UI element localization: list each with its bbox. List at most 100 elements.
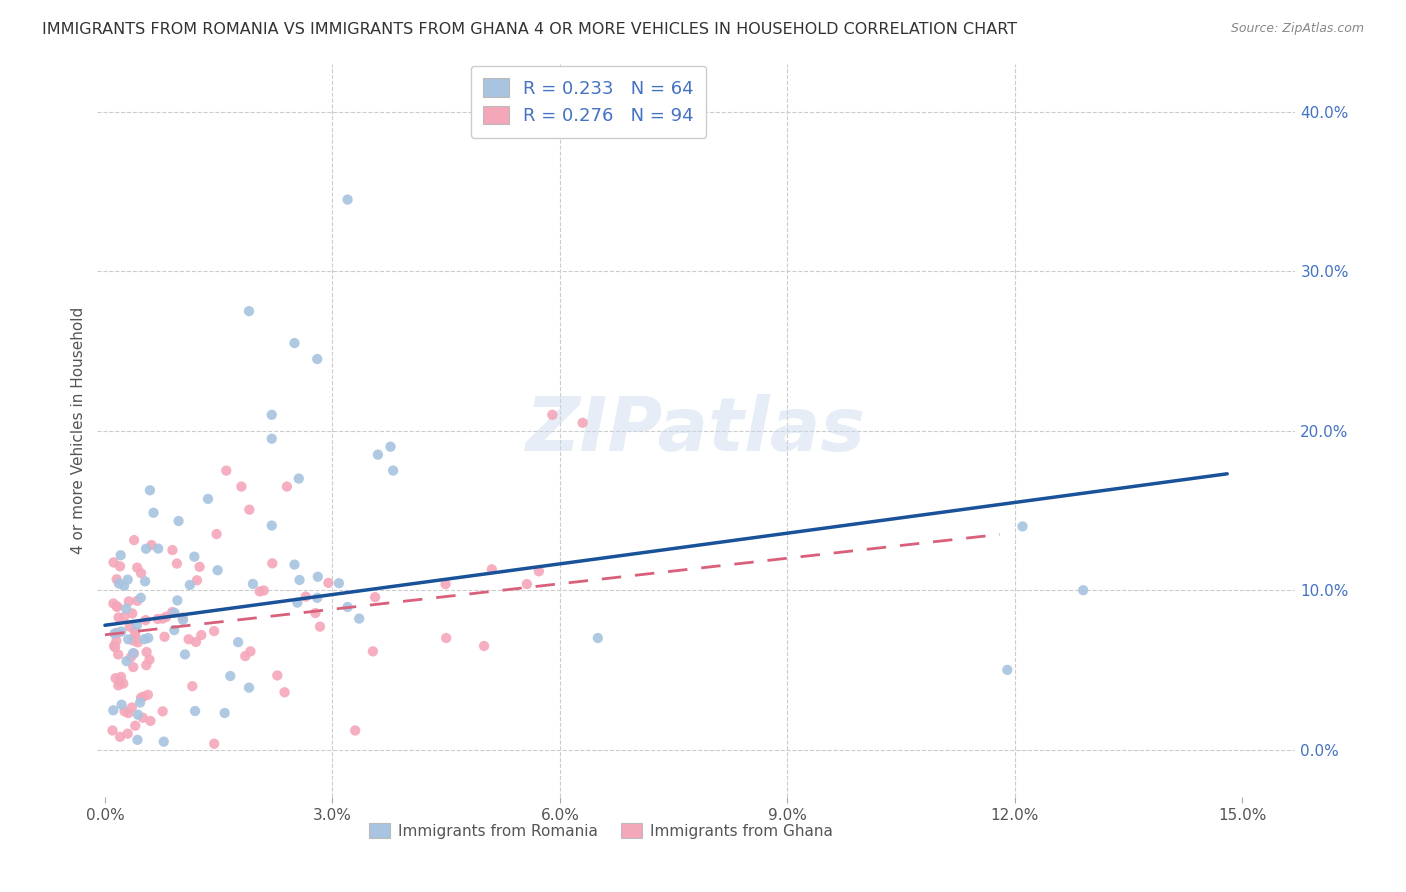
Point <box>105 599 128 614</box>
Point <box>336 600 359 615</box>
Point <box>105 599 128 614</box>
Point <box>380 440 402 454</box>
Point <box>127 707 149 722</box>
Point <box>347 611 370 625</box>
Point <box>166 557 188 571</box>
Point <box>472 639 495 653</box>
Point <box>103 639 125 653</box>
Point <box>132 690 155 704</box>
Point <box>186 574 208 588</box>
Point <box>307 351 329 366</box>
Point <box>139 483 162 498</box>
Legend: Immigrants from Romania, Immigrants from Ghana: Immigrants from Romania, Immigrants from… <box>363 816 838 845</box>
Point <box>115 654 138 668</box>
Point <box>238 304 260 318</box>
Point <box>108 730 131 744</box>
Point <box>118 594 141 608</box>
Point <box>174 648 197 662</box>
Point <box>134 632 156 647</box>
Point <box>481 562 503 576</box>
Point <box>273 685 295 699</box>
Point <box>215 464 238 478</box>
Point <box>135 613 157 627</box>
Point <box>995 663 1018 677</box>
Point <box>115 601 138 615</box>
Point <box>571 416 593 430</box>
Point <box>104 640 127 655</box>
Point <box>129 566 152 581</box>
Point <box>190 628 212 642</box>
Point <box>129 696 152 710</box>
Point <box>163 606 186 620</box>
Point <box>202 737 225 751</box>
Point <box>434 577 457 591</box>
Point <box>155 609 177 624</box>
Point <box>434 631 457 645</box>
Point <box>146 612 169 626</box>
Point <box>105 633 128 648</box>
Point <box>122 646 145 660</box>
Point <box>283 558 305 572</box>
Point <box>162 543 184 558</box>
Point <box>105 625 128 640</box>
Point <box>260 408 283 422</box>
Point <box>122 660 145 674</box>
Point <box>141 538 163 552</box>
Point <box>139 714 162 728</box>
Point <box>121 700 143 714</box>
Point <box>129 591 152 605</box>
Point <box>184 704 207 718</box>
Point <box>283 336 305 351</box>
Point <box>117 727 139 741</box>
Y-axis label: 4 or more Vehicles in Household: 4 or more Vehicles in Household <box>72 307 86 554</box>
Point <box>122 633 145 648</box>
Point <box>107 678 129 692</box>
Point <box>124 719 146 733</box>
Point <box>207 563 229 577</box>
Point <box>124 628 146 642</box>
Point <box>214 706 236 720</box>
Point <box>103 597 125 611</box>
Point <box>138 653 160 667</box>
Point <box>367 448 389 462</box>
Point <box>108 675 131 690</box>
Point <box>188 559 211 574</box>
Point <box>307 591 329 605</box>
Point <box>167 514 190 528</box>
Point <box>262 557 284 571</box>
Point <box>253 583 276 598</box>
Text: Source: ZipAtlas.com: Source: ZipAtlas.com <box>1230 22 1364 36</box>
Point <box>260 432 283 446</box>
Point <box>117 632 139 647</box>
Point <box>304 606 326 620</box>
Point <box>124 624 146 639</box>
Point <box>276 479 298 493</box>
Point <box>152 734 174 748</box>
Point <box>266 668 288 682</box>
Point <box>136 631 159 645</box>
Point <box>112 579 135 593</box>
Point <box>328 576 350 591</box>
Point <box>103 556 125 570</box>
Point <box>166 593 188 607</box>
Point <box>179 578 201 592</box>
Point <box>120 650 142 665</box>
Point <box>135 645 157 659</box>
Point <box>181 679 204 693</box>
Point <box>238 502 260 516</box>
Point <box>344 723 367 738</box>
Point <box>103 626 125 640</box>
Point <box>260 518 283 533</box>
Point <box>242 577 264 591</box>
Point <box>110 670 132 684</box>
Point <box>121 607 143 621</box>
Point <box>152 611 174 625</box>
Point <box>172 610 194 624</box>
Point <box>122 533 145 548</box>
Point <box>231 479 253 493</box>
Point <box>117 573 139 587</box>
Point <box>122 647 145 661</box>
Point <box>107 610 129 624</box>
Point <box>1011 519 1033 533</box>
Point <box>127 560 149 574</box>
